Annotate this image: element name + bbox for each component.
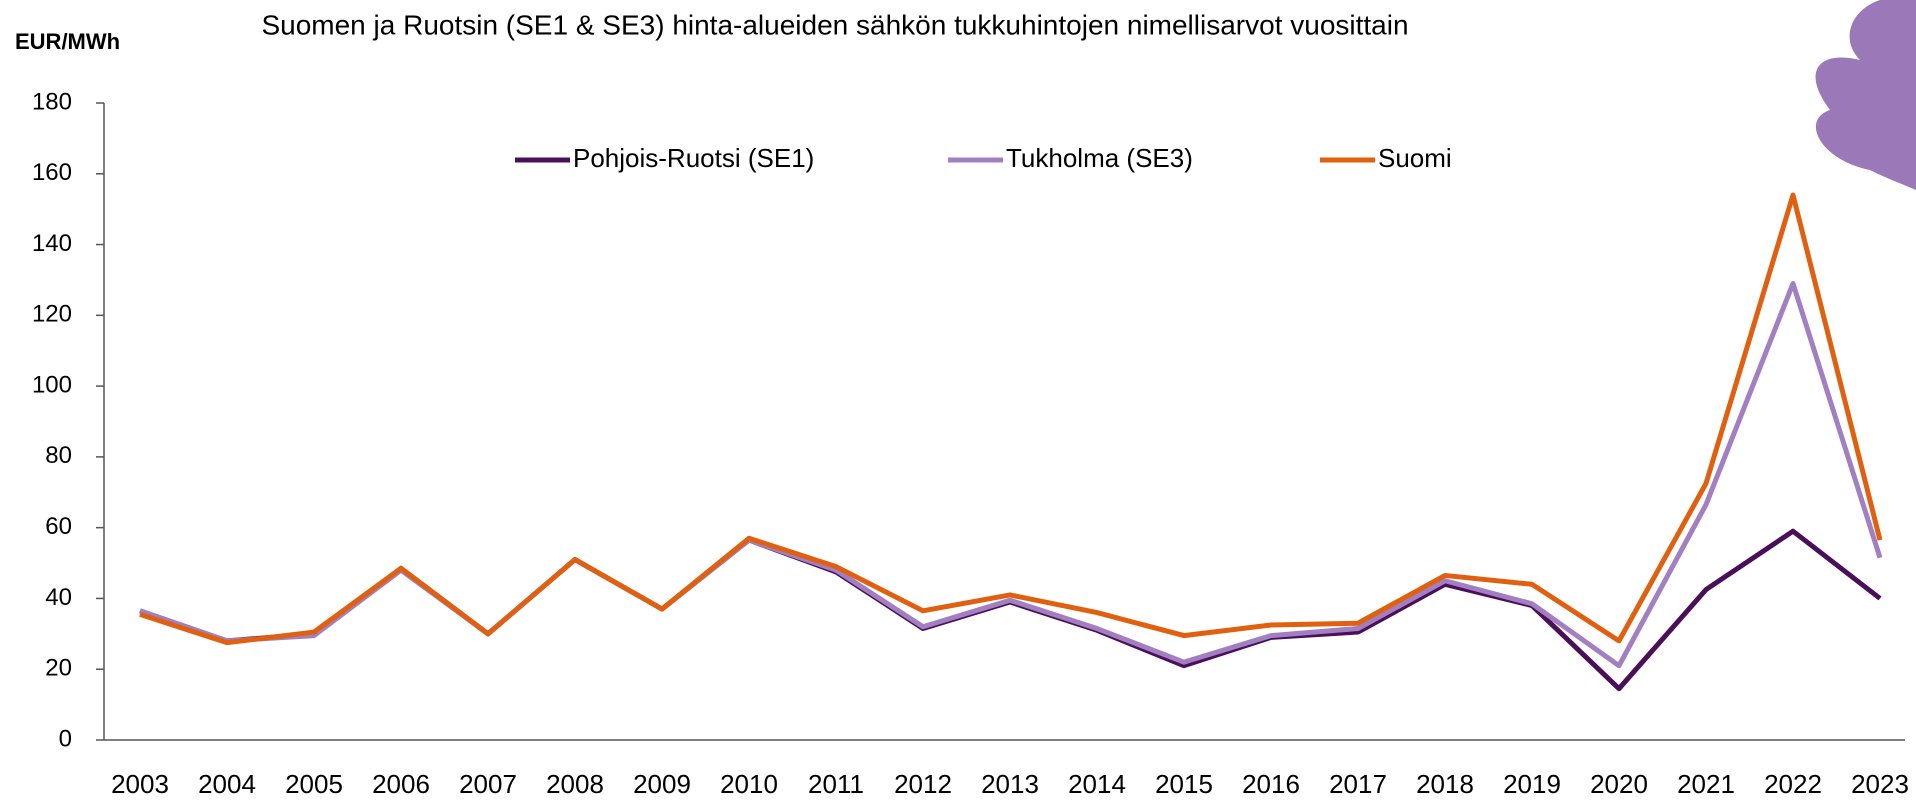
x-tick-label: 2023 (1851, 769, 1909, 799)
y-tick-label: 140 (32, 230, 72, 257)
x-tick-label: 2007 (459, 769, 517, 799)
y-tick-label: 80 (45, 442, 72, 469)
y-tick-label: 100 (32, 371, 72, 398)
x-tick-label: 2013 (981, 769, 1039, 799)
y-tick-label: 120 (32, 301, 72, 328)
y-tick-label: 0 (59, 725, 72, 752)
x-tick-label: 2003 (111, 769, 169, 799)
x-tick-label: 2006 (372, 769, 430, 799)
x-tick-label: 2012 (894, 769, 952, 799)
decoration (1815, 0, 1916, 190)
x-tick-label: 2015 (1155, 769, 1213, 799)
y-axis-label: EUR/MWh (15, 29, 120, 54)
series-line (139, 192, 1883, 646)
y-tick-label: 60 (45, 513, 72, 540)
legend-label: Pohjois-Ruotsi (SE1) (573, 143, 814, 173)
x-tick-label: 2019 (1503, 769, 1561, 799)
x-tick-label: 2022 (1764, 769, 1822, 799)
x-tick-label: 2020 (1590, 769, 1648, 799)
y-tick-label: 160 (32, 159, 72, 186)
x-tick-label: 2008 (546, 769, 604, 799)
chart-title: Suomen ja Ruotsin (SE1 & SE3) hinta-alue… (261, 9, 1408, 40)
y-tick-label: 180 (32, 88, 72, 115)
x-tick-label: 2018 (1416, 769, 1474, 799)
x-tick-label: 2014 (1068, 769, 1126, 799)
x-tick-label: 2016 (1242, 769, 1300, 799)
x-tick-label: 2010 (720, 769, 778, 799)
x-tick-label: 2009 (633, 769, 691, 799)
legend-label: Tukholma (SE3) (1006, 143, 1193, 173)
x-tick-label: 2011 (808, 769, 864, 799)
legend-label: Suomi (1378, 143, 1452, 173)
x-tick-label: 2017 (1329, 769, 1387, 799)
y-tick-label: 20 (45, 655, 72, 682)
x-tick-label: 2021 (1677, 769, 1735, 799)
x-tick-label: 2004 (198, 769, 256, 799)
y-tick-label: 40 (45, 584, 72, 611)
series-line (139, 280, 1883, 669)
x-tick-label: 2005 (285, 769, 343, 799)
